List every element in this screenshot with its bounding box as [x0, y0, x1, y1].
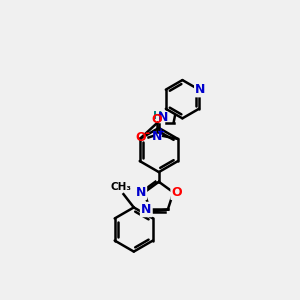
Text: O: O: [172, 186, 182, 199]
Text: -: -: [144, 127, 149, 140]
Text: N: N: [158, 111, 168, 124]
Text: N: N: [195, 83, 206, 96]
Text: CH₃: CH₃: [110, 182, 131, 192]
Text: +: +: [157, 128, 165, 137]
Text: O: O: [152, 113, 162, 126]
Text: H: H: [153, 111, 162, 121]
Text: N: N: [141, 203, 152, 216]
Text: O: O: [136, 131, 146, 144]
Text: N: N: [152, 130, 162, 142]
Text: N: N: [136, 186, 146, 199]
